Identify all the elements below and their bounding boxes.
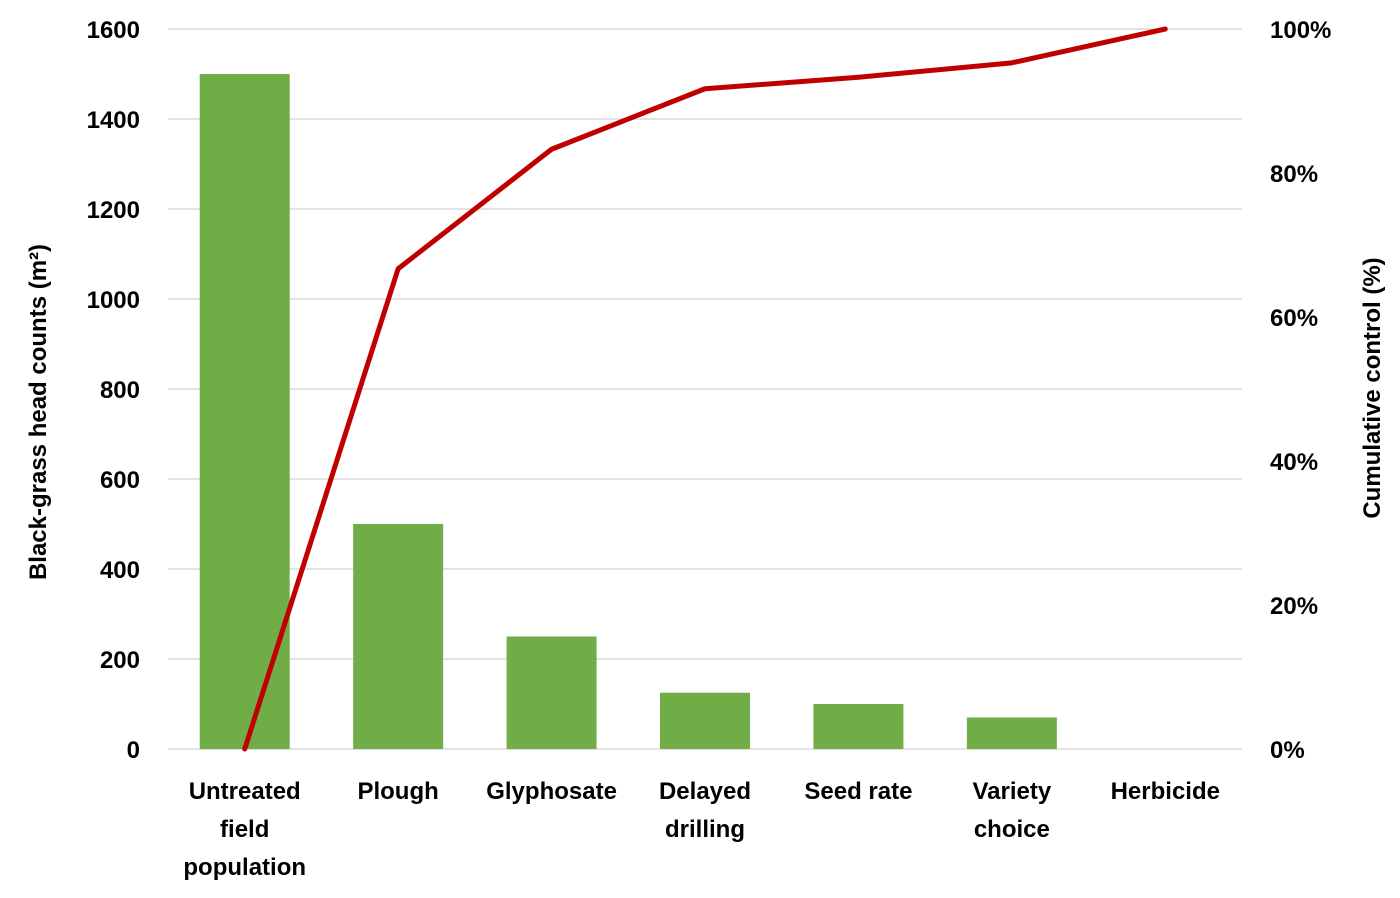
cumulative-line (242, 26, 1168, 752)
category-label-line: Herbicide (1111, 778, 1220, 805)
right-axis-title: Cumulative control (%) (1359, 257, 1386, 518)
category-label: Seed rate (804, 778, 912, 805)
y2-tick-label: 80% (1270, 161, 1318, 188)
left-axis-title: Black-grass head counts (m²) (25, 244, 52, 580)
bar (813, 704, 904, 749)
y-tick-label: 1000 (87, 287, 140, 314)
category-label-line: population (183, 854, 306, 881)
y-tick-label: 600 (100, 467, 140, 494)
category-label: Glyphosate (486, 778, 617, 805)
bar-series (199, 74, 1057, 749)
category-labels: Untreated field population Plough Glyphosate… (183, 778, 1220, 881)
y2-tick-label: 100% (1270, 17, 1331, 44)
y2-tick-label: 0% (1270, 737, 1305, 764)
category-label-line: drilling (665, 816, 745, 843)
category-label-line: field (220, 816, 269, 843)
y-tick-label: 200 (100, 647, 140, 674)
bar (199, 74, 290, 749)
y2-tick-label: 40% (1270, 449, 1318, 476)
left-axis-ticks: 0 200 400 600 800 1000 1200 1400 1600 (87, 17, 140, 764)
category-label-line: Delayed (659, 778, 751, 805)
y2-tick-label: 60% (1270, 305, 1318, 332)
cumulative-line-series (242, 26, 1168, 752)
bar (353, 524, 444, 749)
y-tick-label: 800 (100, 377, 140, 404)
category-label-line: Glyphosate (486, 778, 617, 805)
category-label: Untreated field population (183, 778, 306, 881)
y2-tick-label: 20% (1270, 593, 1318, 620)
category-label: Herbicide (1111, 778, 1220, 805)
y-tick-label: 1400 (87, 107, 140, 134)
bar (966, 717, 1057, 749)
category-label: Variety choice (972, 778, 1051, 843)
right-axis-ticks: 0% 20% 40% 60% 80% 100% (1270, 17, 1331, 764)
bar (506, 636, 597, 749)
category-label-line: Variety (972, 778, 1051, 805)
category-label: Delayed drilling (659, 778, 751, 843)
y-tick-label: 400 (100, 557, 140, 584)
category-label: Plough (357, 778, 438, 805)
category-label-line: Seed rate (804, 778, 912, 805)
category-label-line: Plough (357, 778, 438, 805)
gridlines (168, 28, 1242, 750)
y-tick-label: 0 (127, 737, 140, 764)
y-tick-label: 1200 (87, 197, 140, 224)
category-label-line: Untreated (189, 778, 301, 805)
bar (660, 692, 750, 749)
y-tick-label: 1600 (87, 17, 140, 44)
category-label-line: choice (974, 816, 1050, 843)
